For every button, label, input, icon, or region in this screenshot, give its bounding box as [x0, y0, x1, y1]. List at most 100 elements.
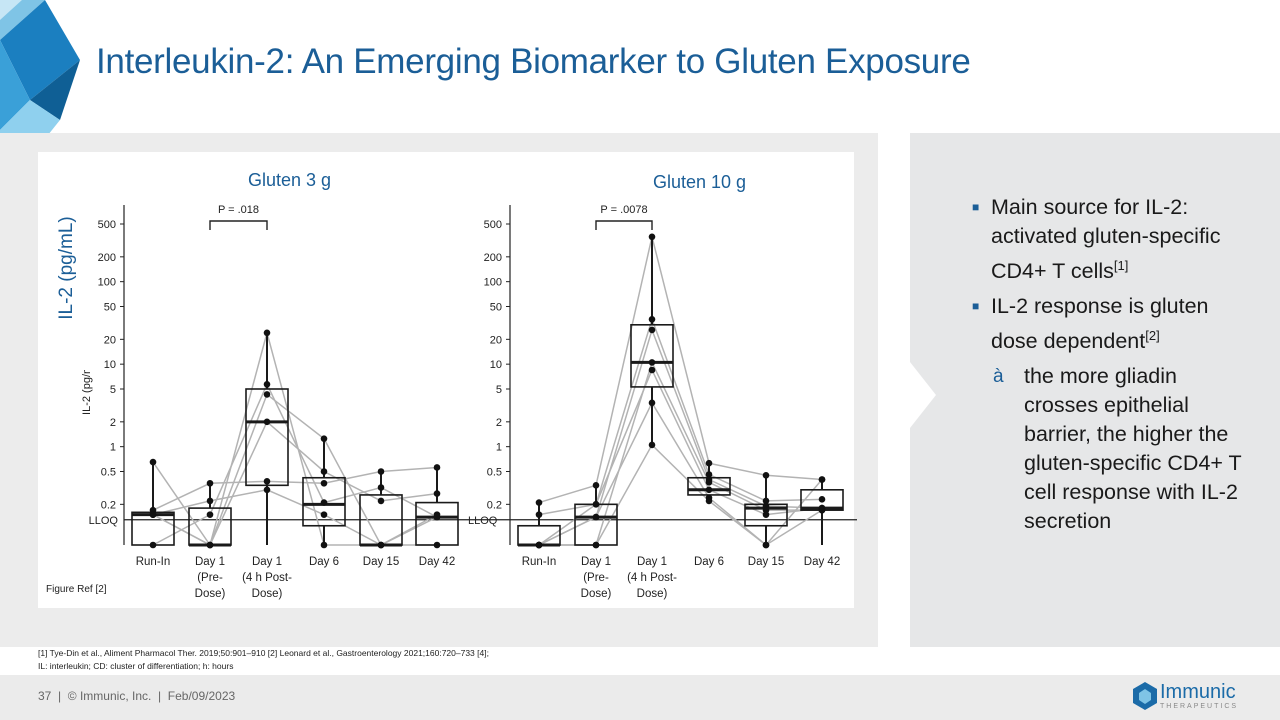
data-point	[592, 482, 600, 489]
y-tick-label: 5	[496, 384, 502, 396]
x-category-label: Dose)	[581, 588, 612, 600]
subject-trajectory	[538, 316, 823, 516]
y-tick-label: 2	[496, 417, 502, 429]
data-point	[648, 366, 656, 374]
subject-trajectory	[152, 393, 438, 547]
data-point	[206, 541, 214, 549]
data-point	[206, 497, 214, 505]
x-category-label: (4 h Post-	[242, 572, 292, 584]
data-point	[648, 315, 656, 323]
y-tick-label: 1	[110, 442, 116, 454]
data-point	[433, 490, 441, 497]
data-point	[705, 459, 713, 467]
reference-line: IL: interleukin; CD: cluster of differen…	[38, 661, 234, 671]
data-point	[433, 513, 441, 521]
chart-title-3g: Gluten 3 g	[248, 170, 332, 190]
data-point	[377, 497, 385, 505]
x-category-label: Day 1	[195, 556, 225, 568]
data-point	[648, 326, 656, 334]
data-point	[648, 233, 656, 241]
subject-trajectory	[538, 401, 823, 547]
y-tick-label: 10	[490, 359, 502, 371]
data-point	[320, 541, 328, 549]
data-point	[149, 541, 157, 549]
y-tick-label: 50	[490, 302, 502, 314]
chart-title-10g: Gluten 10 g	[653, 172, 747, 192]
sub-bullet-text: the more gliadin crosses epithelial barr…	[1024, 364, 1242, 534]
x-category-label: (Pre-	[583, 572, 609, 584]
x-category-label: Dose)	[252, 588, 283, 600]
bullet-text: IL-2 response is gluten dose dependent	[991, 294, 1209, 354]
data-point	[206, 479, 214, 487]
y-tick-label: 20	[104, 334, 116, 346]
data-point	[592, 513, 600, 521]
x-category-label: Dose)	[637, 588, 668, 600]
reference-line: [1] Tye-Din et al., Aliment Pharmacol Th…	[38, 648, 489, 658]
data-point	[648, 399, 656, 407]
data-point	[263, 391, 271, 398]
data-point	[263, 381, 271, 388]
sub-bullet-item: à the more gliadin crosses epithelial ba…	[972, 362, 1247, 536]
significance-bracket	[209, 220, 268, 230]
lloq-label: LLOQ	[468, 515, 498, 527]
data-point	[320, 479, 328, 487]
y-tick-label: 200	[98, 252, 116, 264]
y-tick-label: 500	[98, 219, 116, 231]
data-point	[535, 499, 543, 506]
y-tick-label: 20	[490, 334, 502, 346]
p-value-label: P = .0078	[600, 204, 647, 216]
data-point	[818, 506, 826, 514]
bullet-ref: [1]	[1113, 258, 1129, 273]
logo-subtitle: THERAPEUTICS	[1160, 703, 1239, 710]
y-tick-label: 200	[484, 252, 502, 264]
data-point	[149, 458, 157, 466]
bullet-square-icon: ■	[972, 200, 980, 214]
significance-bracket	[595, 220, 653, 230]
data-point	[535, 541, 543, 549]
bullet-list: ■ Main source for IL-2: activated gluten…	[972, 193, 1247, 536]
x-category-label: Day 42	[804, 556, 840, 568]
x-category-label: (Pre-	[197, 572, 223, 584]
data-point	[762, 511, 770, 518]
y-tick-label: 100	[484, 277, 502, 289]
references: [1] Tye-Din et al., Aliment Pharmacol Th…	[38, 647, 489, 673]
data-point	[149, 511, 157, 518]
data-point	[648, 359, 656, 366]
data-point	[320, 468, 328, 475]
data-point	[762, 471, 770, 479]
data-point	[320, 435, 328, 442]
subject-trajectory	[538, 368, 823, 546]
data-point	[377, 468, 385, 475]
data-point	[263, 478, 271, 485]
data-point	[263, 418, 271, 426]
x-category-label: Day 6	[694, 556, 724, 568]
subject-trajectory	[152, 420, 438, 547]
y-tick-label: 500	[484, 219, 502, 231]
data-point	[705, 486, 713, 494]
data-point	[705, 478, 713, 486]
data-point	[206, 511, 214, 518]
data-point	[433, 464, 441, 471]
data-point	[263, 329, 271, 337]
figure-reference: Figure Ref [2]	[46, 584, 107, 595]
y-tick-label: 1	[496, 442, 502, 454]
subject-trajectory	[538, 236, 823, 504]
x-category-label: Dose)	[195, 588, 226, 600]
slide-title: Interleukin-2: An Emerging Biomarker to …	[96, 42, 971, 81]
x-category-label: Day 1	[252, 556, 282, 568]
footer-band	[0, 675, 1280, 720]
data-point	[263, 486, 271, 494]
x-category-label: Run-In	[522, 556, 557, 568]
x-category-label: Day 15	[748, 556, 784, 568]
box	[630, 324, 674, 388]
data-point	[320, 499, 328, 506]
subject-trajectory	[152, 466, 438, 511]
bullet-item: ■ Main source for IL-2: activated gluten…	[972, 193, 1247, 286]
x-category-label: Run-In	[136, 556, 171, 568]
x-category-label: Day 6	[309, 556, 339, 568]
footer-text: 37 | © Immunic, Inc. | Feb/09/2023	[38, 689, 236, 703]
subject-trajectory	[152, 329, 437, 547]
immunic-logo-icon	[1133, 682, 1157, 710]
data-point	[818, 476, 826, 483]
